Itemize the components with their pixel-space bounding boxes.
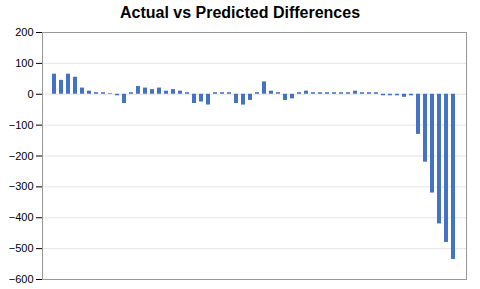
svg-text:0: 0: [27, 88, 33, 100]
html-text:Actual vs Predicted Difference: Actual vs Predicted Differences: [120, 4, 360, 21]
svg-text:−600: −600: [9, 273, 34, 285]
svg-text:−400: −400: [9, 211, 34, 223]
svg-text:−100: −100: [9, 119, 34, 131]
svg-text:−500: −500: [9, 242, 34, 254]
svg-text:−200: −200: [9, 150, 34, 162]
svg-text:100: 100: [15, 57, 33, 69]
svg-text:200: 200: [15, 26, 33, 38]
svg-text:−300: −300: [9, 180, 34, 192]
